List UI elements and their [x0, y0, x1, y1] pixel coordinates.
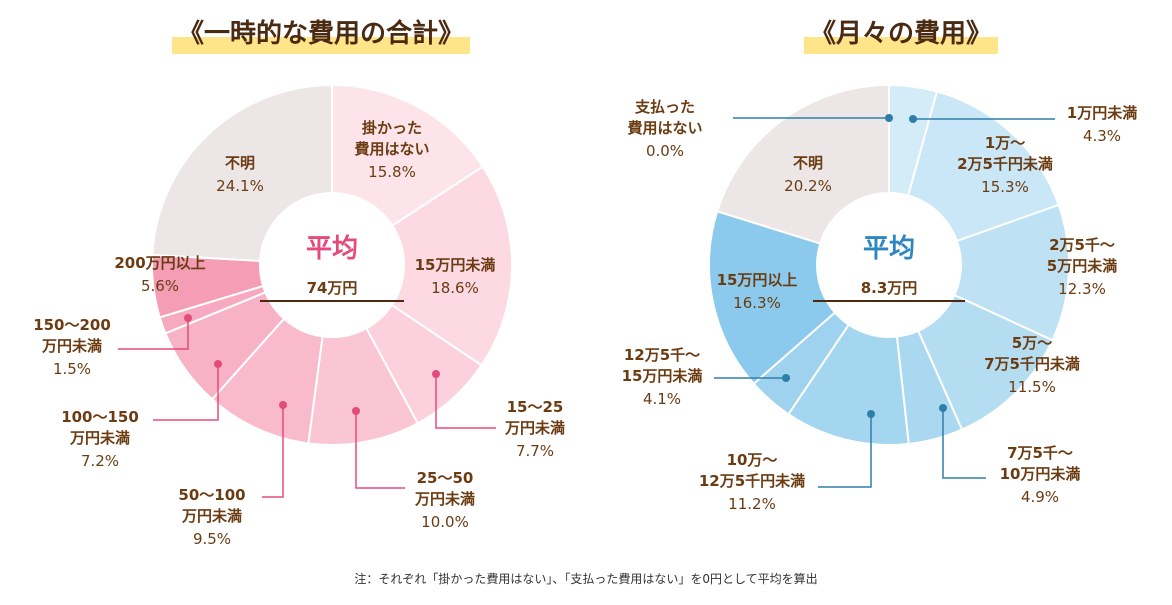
donut-chart-one-time-costs: 平均 74万円 掛かった費用はない 15.8% 15万円未満 18.6% 15〜25 万円未満…	[33, 83, 565, 548]
leader-line-5	[153, 364, 219, 421]
slice-label-2: 1万〜	[985, 134, 1025, 152]
leader-dot-5	[939, 404, 947, 412]
slice-9	[715, 83, 890, 245]
leader-dot-3	[352, 407, 360, 415]
slice-percent-6: 11.2%	[728, 495, 776, 513]
slice-3	[953, 203, 1070, 342]
chart-title-left: 《一時的な費用の合計》	[172, 14, 471, 54]
leader-dot-4	[279, 401, 287, 409]
leader-dot-2	[432, 370, 440, 378]
slice-label-5: 万円未満	[69, 429, 130, 447]
slice-label-6: 150〜200	[33, 316, 111, 334]
leader-line-2	[435, 374, 496, 429]
slice-percent-7: 4.1%	[643, 390, 681, 408]
slice-percent-1: 18.6%	[431, 279, 479, 297]
slice-percent-5: 4.9%	[1021, 488, 1059, 506]
slice-percent-8: 24.1%	[216, 177, 264, 195]
slice-8	[151, 83, 333, 262]
leader-dot-6	[184, 314, 192, 322]
slice-label-4: 万円未満	[181, 507, 242, 525]
slice-label-7: 12万5千〜	[624, 346, 700, 364]
slice-percent-5: 7.2%	[81, 452, 119, 470]
slice-percent-3: 10.0%	[421, 513, 469, 531]
average-value: 74万円	[307, 279, 358, 297]
slice-label-0: 費用はない	[627, 119, 702, 137]
slice-label-3: 25〜50	[417, 469, 474, 487]
slice-label-7: 200万円以上	[114, 254, 205, 272]
slice-label-4: 50〜100	[178, 486, 245, 504]
slice-label-3: 5万円未満	[1047, 257, 1117, 275]
slice-label-0: 費用はない	[354, 140, 429, 158]
slice-percent-3: 12.3%	[1058, 280, 1106, 298]
leader-dot-7	[782, 374, 790, 382]
leader-line-4	[262, 405, 284, 498]
leader-dot-1	[909, 115, 917, 123]
leader-line-5	[942, 408, 986, 479]
slice-label-2: 2万5千円未満	[957, 155, 1053, 173]
slice-label-3: 万円未満	[414, 490, 475, 508]
slice-label-2: 15〜25	[507, 398, 564, 416]
average-label: 平均	[863, 234, 915, 264]
slice-percent-2: 7.7%	[516, 442, 554, 460]
slice-percent-0: 15.8%	[368, 163, 416, 181]
slice-label-8: 不明	[225, 154, 255, 172]
slice-percent-6: 1.5%	[53, 360, 91, 378]
footnote: 注：それぞれ「掛かった費用はない」、「支払った費用はない」を0円として平均を算出	[354, 572, 818, 586]
slice-label-1: 1万円未満	[1067, 104, 1137, 122]
slice-label-5: 100〜150	[61, 408, 139, 426]
slice-percent-9: 20.2%	[784, 177, 832, 195]
leader-dot-6	[867, 410, 875, 418]
slice-percent-4: 9.5%	[193, 530, 231, 548]
donut-chart-monthly-costs: 平均 8.3万円 支払った費用はない 0.0% 1万円未満 4.3% 1万〜 2万5千円未満 1…	[622, 83, 1137, 513]
slice-1	[390, 165, 513, 367]
slice-label-2: 万円未満	[504, 419, 565, 437]
slice-label-0: 支払った	[634, 98, 695, 116]
average-label: 平均	[306, 234, 358, 264]
average-value: 8.3万円	[861, 279, 918, 297]
slice-label-5: 7万5千〜	[1007, 444, 1073, 462]
leader-line-6	[118, 318, 189, 350]
slice-label-5: 10万円未満	[1000, 465, 1081, 483]
slice-8	[708, 210, 837, 386]
slice-percent-2: 15.3%	[981, 178, 1029, 196]
slice-label-3: 2万5千〜	[1049, 236, 1115, 254]
slice-percent-8: 16.3%	[733, 294, 781, 312]
leader-dot-5	[214, 360, 222, 368]
slice-label-8: 15万円以上	[717, 271, 798, 289]
slice-percent-0: 0.0%	[646, 142, 684, 160]
slice-label-9: 不明	[793, 154, 823, 172]
slice-label-6: 12万5千円未満	[699, 472, 805, 490]
slice-percent-4: 11.5%	[1008, 378, 1056, 396]
slice-label-7: 15万円未満	[622, 367, 703, 385]
slice-label-0: 掛かった	[362, 119, 422, 137]
slice-label-6: 10万〜	[727, 451, 778, 469]
slice-2	[906, 90, 1060, 243]
slice-percent-7: 5.6%	[141, 277, 179, 295]
slice-label-6: 万円未満	[41, 337, 102, 355]
slice-label-4: 7万5千円未満	[984, 355, 1080, 373]
slice-label-4: 5万〜	[1012, 334, 1052, 352]
slice-label-1: 15万円未満	[415, 256, 496, 274]
slice-percent-1: 4.3%	[1083, 127, 1121, 145]
leader-line-6	[818, 414, 872, 488]
leader-line-3	[355, 411, 405, 489]
chart-title-right: 《月々の費用》	[804, 14, 999, 54]
leader-dot-0	[885, 114, 893, 122]
